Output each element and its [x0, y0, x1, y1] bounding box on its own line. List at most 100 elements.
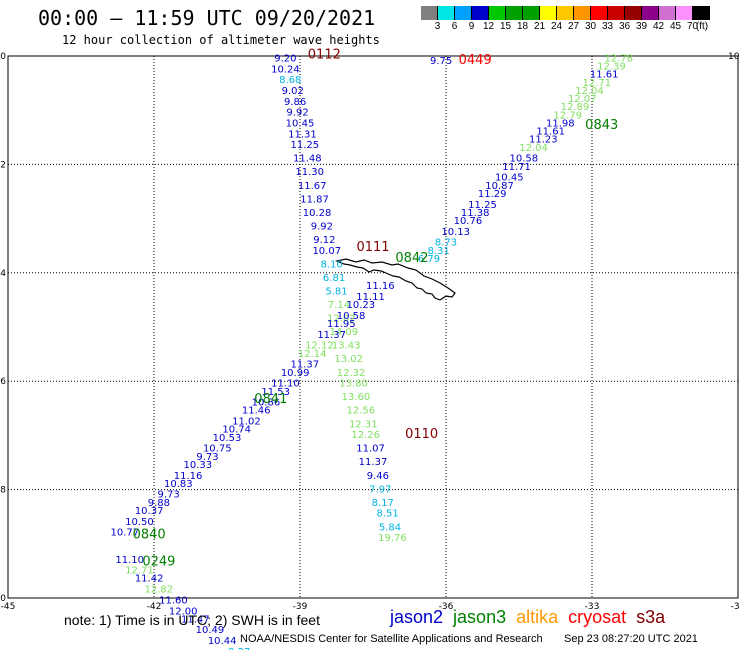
page-title: 00:00 — 11:59 UTC 09/20/2021	[38, 6, 376, 30]
color-swatch	[421, 6, 438, 20]
wave-height-value: 9.20	[274, 53, 296, 64]
wave-height-value: 11.11	[356, 292, 385, 303]
wave-height-value: 11.61	[590, 70, 619, 81]
wave-height-value: 13.02	[334, 354, 363, 365]
wave-height-value: 11.46	[242, 406, 271, 417]
color-swatch	[472, 6, 489, 20]
wave-height-value: 10.53	[213, 433, 242, 444]
wave-height-value: 10.28	[303, 208, 332, 219]
wave-height-value: 10.23	[347, 300, 376, 311]
wave-height-value: 19.76	[378, 533, 407, 544]
color-swatch	[608, 6, 625, 20]
wave-height-value: 10.45	[286, 118, 315, 129]
wave-height-value: 11.37	[359, 457, 388, 468]
wave-height-value: 11.38	[461, 208, 490, 219]
wave-height-value: 9.92	[311, 221, 333, 232]
color-swatch	[438, 6, 455, 20]
map-grid: -45 -42 -39 -36 -33 -30 -50 -52 -54 -56 -58 -60 10	[0, 52, 740, 612]
wave-height-value: 9.75	[430, 56, 452, 67]
color-scale-label: 70	[686, 21, 699, 32]
wave-height-value: 11.37	[291, 360, 320, 371]
wave-height-value: 11.87	[300, 194, 329, 205]
pass-time-label: 0111	[356, 240, 389, 255]
wave-height-value: 11.10	[115, 555, 144, 566]
color-scale-label: (ft)	[695, 21, 709, 32]
wave-height-value: 5.81	[325, 286, 347, 297]
wave-height-value: 9.46	[367, 471, 389, 482]
wave-height-value: 9.73	[157, 490, 179, 501]
latitude-tick-label: -56	[0, 377, 6, 387]
wave-height-value: 11.02	[232, 417, 261, 428]
color-scale-label: 9	[468, 21, 475, 32]
wave-height-value: 10.58	[510, 154, 539, 165]
wave-height-value: 10.99	[281, 368, 310, 379]
wave-height-value: 8.73	[435, 238, 457, 249]
longitude-tick-label: -30	[731, 602, 740, 612]
wave-height-value: 11.48	[293, 154, 322, 165]
color-swatch	[591, 6, 608, 20]
wave-height-value: 11.67	[298, 181, 327, 192]
wave-height-value: 12.04	[575, 86, 604, 97]
wave-height-value: 9.86	[284, 97, 306, 108]
wave-height-value: 12.02	[327, 314, 356, 325]
wave-height-value: 12.14	[298, 349, 327, 360]
color-scale-label: 15	[499, 21, 512, 32]
wave-height-value: 10.13	[441, 227, 470, 238]
footer-note: note: 1) Time is in UTC; 2) SWH is in fe…	[64, 612, 320, 628]
color-scale-label: 12	[482, 21, 495, 32]
color-swatch	[693, 6, 710, 20]
color-scale-label: 3	[434, 21, 441, 32]
pass-time-label: 0842	[395, 251, 428, 266]
wave-height-value: 9.12	[313, 235, 335, 246]
altimeter-tracks: 9.2010.248.689.029.869.9210.4511.3111.25…	[110, 53, 633, 650]
wave-height-value: 12.56	[347, 406, 376, 417]
color-swatch	[557, 6, 574, 20]
color-scale-label: 18	[516, 21, 529, 32]
pass-time-label: 0112	[308, 48, 341, 63]
longitude-tick-label: -42	[147, 602, 162, 612]
longitude-tick-label: -33	[585, 602, 600, 612]
color-scale-label: 6	[451, 21, 458, 32]
pass-time-label: 0449	[459, 53, 492, 68]
wave-height-value: 13.80	[339, 379, 368, 390]
wave-height-value: 11.71	[502, 162, 531, 173]
wave-height-value: 8.31	[428, 246, 450, 257]
wave-height-value: 10.86	[252, 398, 281, 409]
latitude-tick-label: -60	[0, 594, 6, 604]
wave-height-value: 10.74	[222, 425, 251, 436]
longitude-tick-label: -36	[439, 602, 454, 612]
wave-height-value: 11.10	[271, 379, 300, 390]
pass-time-label: 0843	[585, 118, 618, 133]
wave-height-value: 11.31	[288, 129, 317, 140]
legend-entry-s3a: s3a	[636, 607, 666, 627]
color-swatch	[540, 6, 557, 20]
wave-height-value: 10.50	[125, 517, 154, 528]
legend-entry-altika: altika	[516, 607, 559, 627]
wave-height-value: 10.45	[495, 173, 524, 184]
pass-time-label: 0840	[133, 527, 166, 542]
credit-line: NOAA/NESDIS Center for Satellite Applica…	[240, 633, 543, 645]
wave-height-value: 5.84	[379, 522, 401, 533]
latitude-tick-label: -52	[0, 160, 6, 170]
wave-height-value: 12.89	[561, 102, 590, 113]
wave-height-value: 6.81	[323, 273, 345, 284]
color-swatch	[489, 6, 506, 20]
wave-height-value: 10.24	[271, 64, 300, 75]
wave-height-value: 11.95	[327, 319, 356, 330]
color-scale-label: 27	[567, 21, 580, 32]
wave-height-value: 6.79	[418, 254, 440, 265]
wave-height-value: 12.39	[597, 62, 626, 73]
wave-height-value: 10.77	[110, 528, 139, 539]
legend-entry-jason3: jason3	[453, 607, 507, 627]
color-swatch	[659, 6, 676, 20]
color-scale-label: 36	[618, 21, 631, 32]
wave-height-value: 12.26	[351, 430, 380, 441]
wave-height-value: 8.51	[376, 509, 398, 520]
wave-height-value: 10.33	[183, 460, 212, 471]
satellite-legend: jason2 jason3 altika cryosat s3a	[390, 607, 675, 628]
wave-height-value: 8.68	[279, 75, 301, 86]
latitude-tick-label: -54	[0, 269, 6, 279]
map-frame	[7, 55, 739, 599]
wave-height-value: 8.17	[372, 498, 394, 509]
wave-height-value: 9.88	[148, 498, 170, 509]
